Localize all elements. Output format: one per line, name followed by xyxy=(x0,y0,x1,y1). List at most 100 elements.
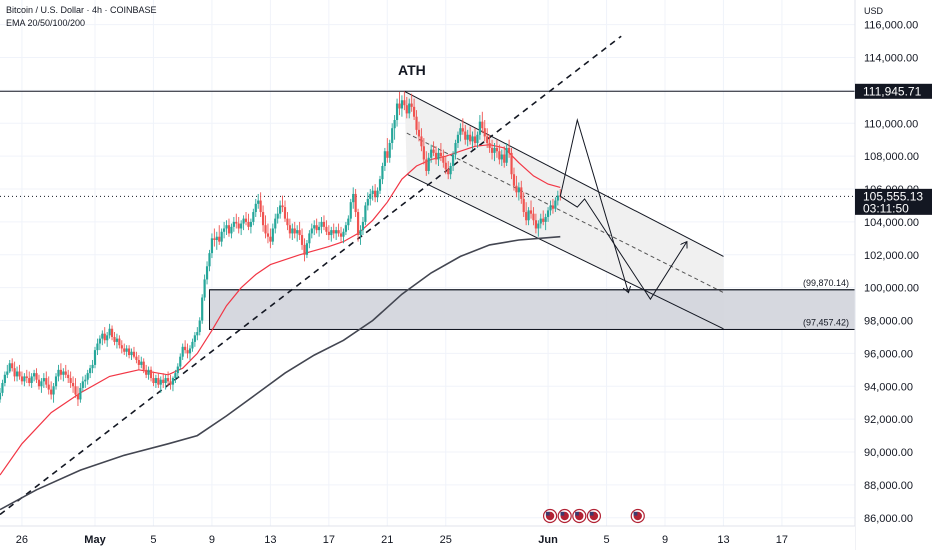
candle-body xyxy=(281,205,284,208)
candle-body xyxy=(430,149,433,158)
candle-body xyxy=(86,373,89,380)
candle xyxy=(546,207,550,222)
candle-body xyxy=(79,387,82,400)
candle xyxy=(244,212,248,226)
candle-body xyxy=(147,369,150,375)
candle xyxy=(15,366,19,382)
candle-body xyxy=(310,228,313,234)
candle-body xyxy=(62,371,65,375)
candle xyxy=(40,378,43,393)
candle xyxy=(352,187,355,209)
candle-body xyxy=(434,152,438,160)
candle-body xyxy=(405,105,408,114)
candle xyxy=(86,369,89,385)
candle xyxy=(181,343,184,360)
indicator-legend[interactable]: EMA 20/50/100/200 xyxy=(6,18,86,28)
currency-label[interactable]: USD xyxy=(864,6,884,16)
candle xyxy=(11,358,14,372)
event-marker-canton xyxy=(560,511,565,516)
candle-body xyxy=(84,379,87,382)
candle-body xyxy=(74,386,77,395)
candle xyxy=(549,200,552,216)
candle-body xyxy=(354,193,357,213)
candle-body xyxy=(361,221,365,231)
candle xyxy=(298,221,301,240)
candle xyxy=(488,134,491,153)
candle xyxy=(108,323,111,339)
candle xyxy=(515,175,518,198)
y-tick-label: 90,000.00 xyxy=(864,447,913,459)
candle-body xyxy=(208,253,211,267)
candle-body xyxy=(534,220,537,229)
candle xyxy=(232,216,235,232)
candle-body xyxy=(488,143,491,148)
candle-body xyxy=(425,159,428,171)
candle xyxy=(425,151,428,176)
candle xyxy=(215,231,218,250)
candle xyxy=(230,223,233,239)
candle xyxy=(288,218,291,239)
candle-body xyxy=(18,371,21,377)
candle-body xyxy=(106,335,109,341)
y-tick-label: 94,000.00 xyxy=(864,381,913,393)
candle xyxy=(291,223,294,240)
candle xyxy=(383,147,386,171)
candle-body xyxy=(101,333,104,339)
candle-body xyxy=(1,382,4,393)
price-label-bg xyxy=(855,83,932,99)
candle xyxy=(235,213,238,229)
x-tick-label: 5 xyxy=(603,534,609,546)
candle-body xyxy=(481,121,484,129)
candle xyxy=(322,215,326,231)
candle xyxy=(439,143,442,162)
candle xyxy=(191,338,194,352)
candle-body xyxy=(54,376,58,387)
candle xyxy=(164,374,167,390)
candle-body xyxy=(461,128,464,132)
candle-body xyxy=(176,366,179,374)
time-axis-bg xyxy=(0,526,855,550)
y-tick-label: 114,000.00 xyxy=(864,53,918,65)
x-tick-label: 13 xyxy=(717,534,729,546)
candle xyxy=(179,353,182,370)
candle-body xyxy=(91,364,94,369)
candle-body xyxy=(191,341,194,349)
chart-legend: Bitcoin / U.S. Dollar · 4h · COINBASE EM… xyxy=(6,4,157,30)
candle xyxy=(50,381,53,400)
candle-body xyxy=(171,378,175,385)
candle xyxy=(512,167,516,191)
candle xyxy=(400,95,404,117)
candle-body xyxy=(471,136,474,142)
candle-body xyxy=(371,190,374,194)
candle-body xyxy=(145,369,148,375)
candle-body xyxy=(237,223,240,229)
candle xyxy=(498,144,501,165)
symbol-legend[interactable]: Bitcoin / U.S. Dollar · 4h · COINBASE xyxy=(6,5,157,15)
candle xyxy=(393,115,396,140)
candle-body xyxy=(71,382,75,387)
candle-body xyxy=(400,100,404,109)
candle xyxy=(227,218,231,237)
candle-body xyxy=(52,386,55,395)
candle-body xyxy=(296,230,299,234)
candle xyxy=(320,216,323,234)
candle xyxy=(427,152,430,175)
candle xyxy=(366,192,369,211)
candle-body xyxy=(473,136,477,144)
candle xyxy=(310,223,313,239)
candle xyxy=(369,189,372,206)
x-tick-label: 17 xyxy=(323,534,335,546)
candle xyxy=(201,294,204,324)
candle xyxy=(188,345,192,360)
candle-body xyxy=(244,218,248,222)
candle-body xyxy=(556,195,559,201)
y-tick-label: 92,000.00 xyxy=(864,414,913,426)
candle-body xyxy=(544,216,547,222)
candle-body xyxy=(303,244,306,255)
candle-body xyxy=(527,210,530,221)
candle-body xyxy=(444,162,447,170)
price-label: 105,555.13 xyxy=(863,189,923,203)
y-tick-label: 116,000.00 xyxy=(864,20,918,32)
candle xyxy=(125,345,128,357)
